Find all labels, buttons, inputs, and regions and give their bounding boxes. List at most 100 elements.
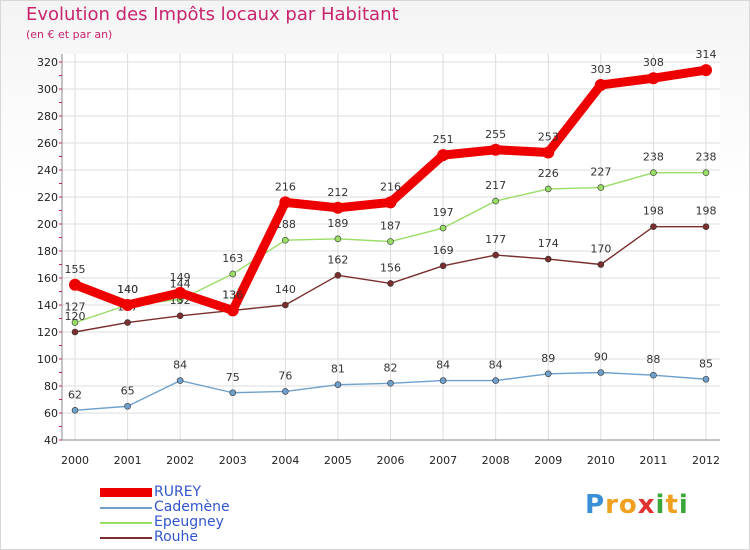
data-point (279, 196, 292, 209)
data-label: 136 (222, 288, 243, 301)
logo-letter: P (585, 490, 606, 520)
data-label: 217 (485, 179, 506, 192)
data-label: 149 (170, 271, 191, 284)
data-label: 162 (327, 253, 348, 266)
data-label: 82 (384, 361, 398, 374)
data-point (282, 301, 289, 309)
chart-subtitle: (en € et par an) (26, 28, 113, 41)
data-label: 169 (433, 244, 454, 257)
y-tick-label: 140 (37, 299, 58, 312)
data-point (492, 197, 499, 205)
y-tick-label: 200 (37, 218, 58, 231)
logo-letter: i (655, 490, 666, 520)
logo-letter: r (605, 490, 619, 520)
data-point (439, 224, 447, 232)
data-label: 156 (380, 261, 401, 274)
x-tick-label: 2000 (61, 454, 89, 467)
x-tick-label: 2006 (377, 454, 405, 467)
data-label: 88 (646, 353, 660, 366)
logo-letter: i (678, 490, 689, 520)
data-point (597, 184, 605, 191)
y-tick-label: 160 (37, 272, 58, 285)
y-tick-label: 260 (37, 137, 58, 150)
data-label: 81 (331, 363, 345, 376)
data-label: 226 (538, 167, 559, 180)
x-tick-label: 2004 (271, 454, 299, 467)
data-point (439, 377, 447, 384)
data-label: 76 (278, 369, 292, 382)
y-tick-label: 300 (37, 83, 58, 96)
x-tick-label: 2010 (587, 454, 615, 467)
data-point (594, 78, 607, 91)
y-tick-label: 320 (37, 56, 58, 69)
legend-label: RUREY (154, 484, 202, 500)
data-label: 85 (699, 357, 713, 370)
data-label: 314 (696, 48, 717, 61)
logo-letter: t (665, 490, 679, 520)
data-label: 251 (433, 133, 454, 146)
data-label: 255 (485, 128, 506, 141)
data-point (71, 406, 79, 414)
legend-swatch (100, 506, 152, 509)
data-point (174, 286, 187, 299)
data-point (282, 236, 289, 244)
data-label: 84 (436, 359, 450, 372)
data-point (492, 377, 499, 384)
x-tick-label: 2007 (429, 454, 457, 467)
x-tick-label: 2011 (639, 454, 667, 467)
data-label: 62 (68, 388, 82, 401)
data-label: 144 (170, 278, 191, 291)
data-point (331, 201, 344, 214)
data-label: 253 (538, 130, 559, 143)
data-point (282, 388, 289, 395)
data-point (650, 223, 657, 230)
data-label: 127 (65, 301, 86, 314)
y-tick-label: 240 (37, 164, 58, 177)
legend-item: Rouhe (100, 530, 230, 545)
data-label: 90 (594, 351, 608, 364)
data-point (542, 146, 555, 159)
y-tick-label: 280 (37, 110, 58, 123)
data-point (229, 389, 237, 397)
chart-title: Evolution des Impôts locaux par Habitant (26, 4, 399, 25)
x-tick-label: 2008 (482, 454, 510, 467)
data-point (700, 64, 712, 77)
data-point (387, 238, 394, 245)
data-point (650, 371, 657, 379)
y-tick-label: 100 (37, 353, 58, 366)
data-point (334, 381, 342, 388)
data-point (121, 299, 134, 311)
data-point (124, 402, 131, 410)
x-tick-label: 2012 (692, 454, 720, 467)
data-label: 198 (696, 205, 717, 218)
data-point (489, 143, 502, 156)
data-label: 216 (275, 180, 296, 193)
data-point (597, 261, 605, 268)
data-label: 197 (433, 206, 454, 219)
legend-swatch (100, 536, 152, 539)
data-point (69, 278, 81, 291)
data-label: 189 (327, 217, 348, 230)
y-tick-label: 40 (44, 434, 58, 447)
data-label: 89 (541, 352, 555, 365)
data-label: 170 (590, 243, 611, 256)
data-point (334, 235, 342, 243)
data-label: 75 (226, 371, 240, 384)
data-point (229, 270, 237, 278)
data-label: 212 (327, 186, 348, 199)
y-tick-label: 220 (37, 191, 58, 204)
legend-item: Epeugney (100, 515, 230, 530)
logo-letter: o (618, 490, 638, 520)
data-label: 155 (65, 263, 86, 276)
data-label: 140 (117, 283, 138, 296)
x-tick-label: 2002 (166, 454, 194, 467)
data-label: 163 (222, 252, 243, 265)
data-point (647, 72, 660, 85)
data-point (334, 271, 342, 279)
legend-item: RUREY (100, 485, 230, 500)
data-label: 238 (643, 151, 664, 164)
data-point (492, 251, 499, 259)
data-point (597, 369, 605, 376)
proxiti-logo: Proxiti (585, 490, 689, 520)
